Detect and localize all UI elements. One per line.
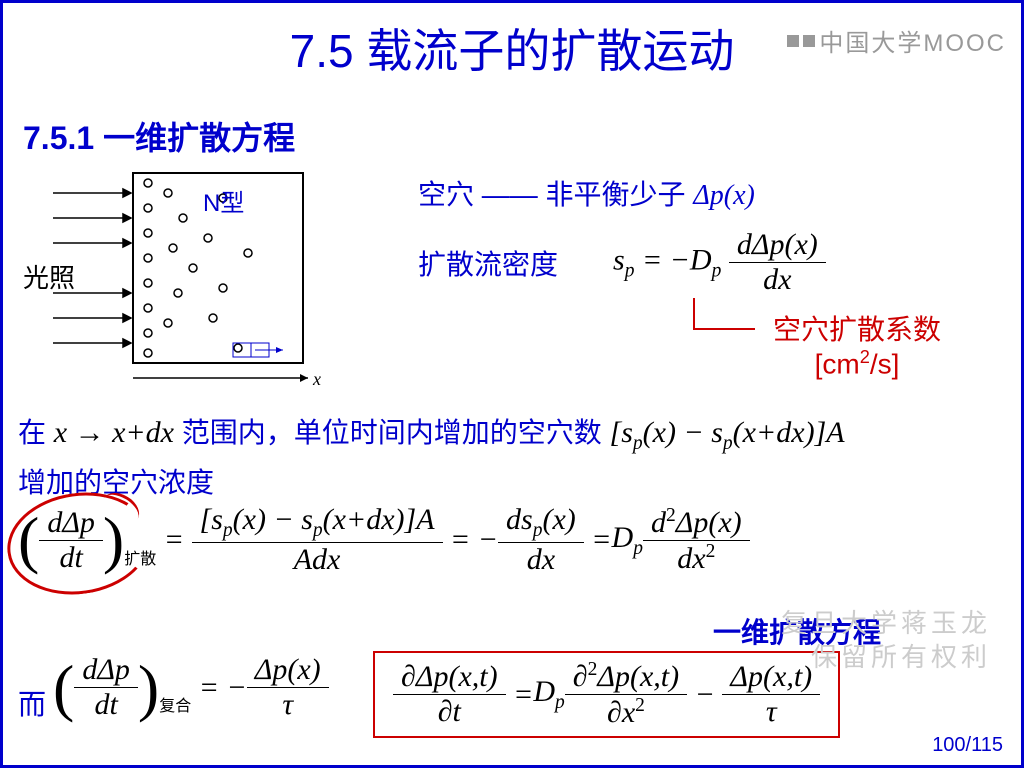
den: dx: [498, 543, 584, 577]
num: dsp(x): [498, 503, 584, 543]
diffusion-flux-label: 扩散流密度: [418, 243, 558, 283]
diffusion-coeff-label: 空穴扩散系数 [cm2/s]: [773, 313, 941, 381]
sub-label: 复合: [159, 692, 191, 716]
unit: /s]: [870, 348, 900, 379]
sub: p: [625, 260, 635, 281]
slide-container: 中国大学MOOC 7.5 载流子的扩散运动 7.5.1 一维扩散方程: [0, 0, 1024, 768]
annotation-arrow: [693, 298, 755, 330]
sub: p: [712, 260, 722, 281]
t: 在: [18, 417, 54, 448]
den: Adx: [192, 543, 443, 577]
mooc-logo-icon: [803, 35, 815, 47]
sub-label: 扩散: [124, 545, 156, 569]
den: τ: [722, 695, 820, 729]
text: 空穴扩散系数: [773, 314, 941, 345]
var: s: [613, 243, 625, 276]
den: τ: [247, 688, 329, 722]
num: dΔp: [39, 506, 103, 541]
den: dt: [74, 688, 138, 722]
watermark-top-text: 中国大学MOOC: [819, 23, 1006, 58]
recombination-formula: ( dΔp dt ) 复合 = − Δp(x) τ: [53, 653, 329, 722]
den: ∂t: [393, 695, 506, 729]
sup: 2: [860, 347, 870, 367]
light-label: 光照: [23, 258, 75, 295]
math: x → x+dx: [54, 416, 174, 449]
op: = −D: [642, 243, 712, 276]
text-line-range: 在 x → x+dx 范围内，单位时间内增加的空穴数 [sp(x) − sp(x…: [18, 411, 845, 455]
den: dx2: [643, 541, 750, 576]
num: ∂2Δp(x,t): [565, 659, 687, 695]
math: Δp(x): [693, 180, 755, 211]
numerator: dΔp(x): [729, 228, 826, 263]
page-number: 100/115: [932, 734, 1003, 757]
diffusion-equation-boxed: ∂Δp(x,t) ∂t = Dp ∂2Δp(x,t) ∂x2 − Δp(x,t)…: [373, 651, 840, 738]
den: ∂x2: [565, 695, 687, 730]
denominator: dx: [729, 263, 826, 297]
formula: [sp(x) − sp(x+dx)]A: [610, 416, 845, 449]
diffusion-flux-formula: sp = −Dp dΔp(x) dx: [613, 228, 826, 297]
t: 范围内，单位时间内增加的空穴数: [174, 417, 610, 448]
subsection-title: 7.5.1 一维扩散方程: [23, 113, 295, 159]
conjunction-label: 而: [18, 683, 46, 723]
num: Δp(x): [247, 653, 329, 688]
watermark-top: 中国大学MOOC: [787, 23, 1006, 58]
ntype-label: N型: [203, 183, 244, 218]
den: dt: [39, 541, 103, 575]
svg-text:x: x: [312, 369, 321, 389]
watermark-bottom: 复旦大学蒋玉龙 保留所有权利: [781, 607, 991, 675]
mooc-logo-icon: [787, 35, 799, 47]
num: dΔp: [74, 653, 138, 688]
num: d2Δp(x): [643, 505, 750, 541]
wm-line: 复旦大学蒋玉龙: [781, 608, 991, 638]
text: 空穴 —— 非平衡少子: [418, 179, 693, 210]
diffusion-derivation-formula: ( dΔp dt ) 扩散 = [sp(x) − sp(x+dx)]A Adx …: [18, 503, 750, 577]
hole-description: 空穴 —— 非平衡少子 Δp(x): [418, 173, 755, 213]
num: [sp(x) − sp(x+dx)]A: [192, 503, 443, 543]
wm-line: 保留所有权利: [811, 642, 991, 672]
num: ∂Δp(x,t): [393, 660, 506, 695]
unit: [cm: [815, 348, 860, 379]
